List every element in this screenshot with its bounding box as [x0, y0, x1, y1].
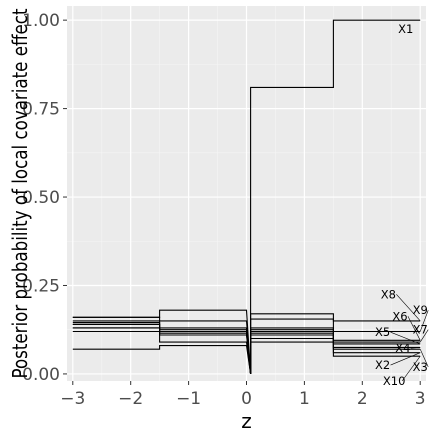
series-label-x7: X7: [413, 323, 428, 337]
leader-line-x3: [419, 349, 429, 367]
y-tick-label: 1.00: [22, 11, 60, 31]
leader-line-x4: [410, 347, 421, 349]
y-tick-label: 0.50: [22, 188, 60, 208]
x-tick-label: 0: [241, 389, 252, 409]
y-tick-label: 0.75: [22, 100, 60, 120]
series-label-x2: X2: [375, 358, 390, 372]
y-axis-ticks: 0.00 0.25 0.50 0.75 1.00: [22, 11, 67, 385]
series-lines: [72, 19, 421, 374]
series-label-x6: X6: [392, 309, 407, 323]
x-tick-label: −2: [118, 389, 143, 409]
series-label-x1: X1: [398, 22, 413, 36]
series-label-x10: X10: [383, 374, 406, 388]
series-line-x10: [72, 337, 421, 374]
leader-line-x10: [401, 356, 421, 382]
leader-line-x2: [390, 352, 421, 366]
y-axis-title: Posterior probability of local covariate…: [8, 8, 32, 378]
series-label-x4: X4: [395, 341, 410, 355]
y-tick-label: 0.25: [22, 276, 60, 296]
x-tick-label: −1: [176, 389, 201, 409]
x-axis-ticks: −3 −2 −1 0 1 2 3: [60, 381, 426, 409]
leader-line-x6: [407, 316, 421, 341]
x-tick-label: −3: [60, 389, 85, 409]
leader-line-x7: [419, 329, 429, 343]
leader-line-x5: [390, 331, 421, 345]
leader-line-x9: [419, 310, 429, 332]
y-tick-label: 0.00: [22, 365, 60, 385]
label-leader-lines: [390, 294, 429, 382]
major-gridlines: [67, 6, 426, 381]
x-tick-label: 3: [415, 389, 426, 409]
series-label-x8: X8: [381, 287, 396, 301]
x-tick-label: 1: [299, 389, 310, 409]
series-label-x5: X5: [375, 325, 390, 339]
x-tick-label: 2: [357, 389, 368, 409]
series-label-x3: X3: [413, 360, 428, 374]
x-axis-title: z: [241, 409, 252, 432]
leader-line-x8: [396, 294, 421, 322]
series-label-x9: X9: [413, 303, 428, 317]
